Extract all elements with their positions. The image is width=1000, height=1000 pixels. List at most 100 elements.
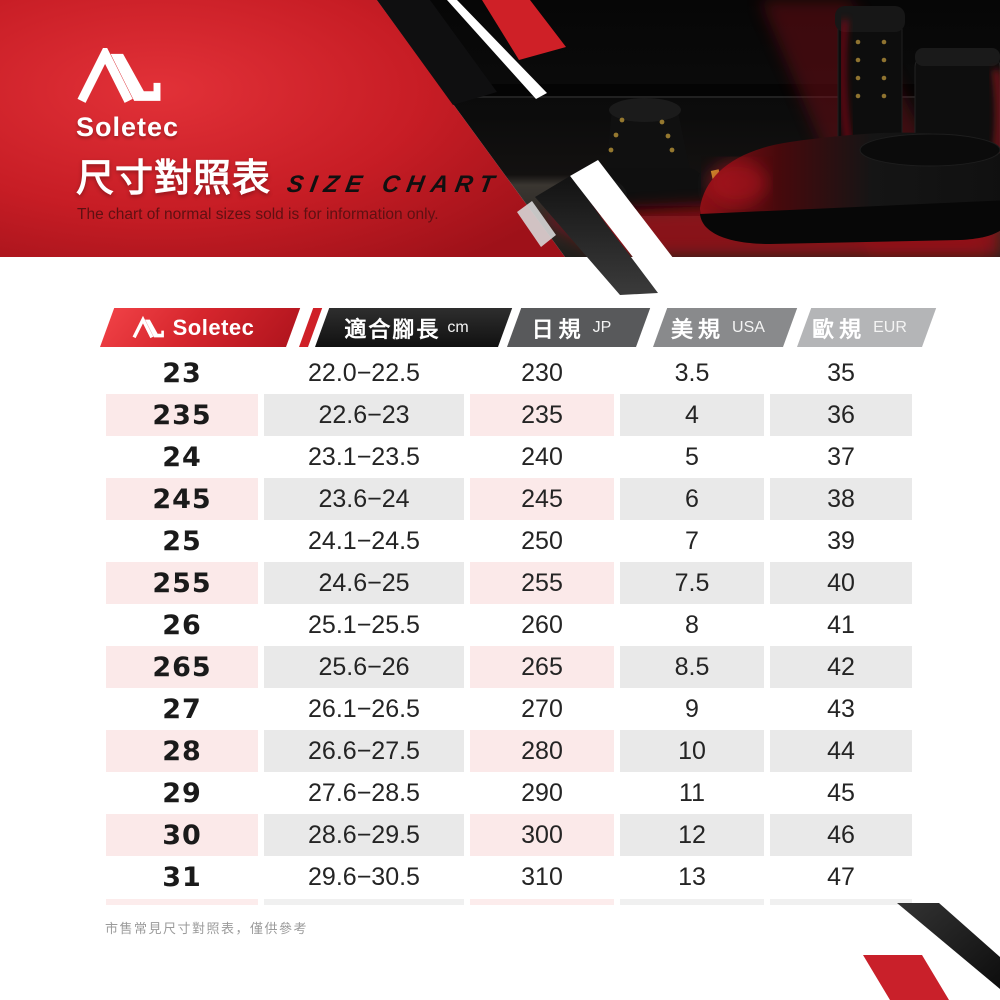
banner-diagonal-stripes [377,0,690,295]
cell-jp: 260 [521,610,563,639]
size-table-header: Soletec 適合腳長 cm 日規 JP 美規 USA 歐規 EUR [0,308,1000,347]
table-row: 31 29.6−30.5 310 13 47 [106,856,912,898]
cell-size: 265 [106,646,258,688]
cell-usa: 3.5 [674,358,710,387]
cell-eur: 44 [770,730,912,772]
page-title-en: SIZE CHART [284,170,504,198]
cell-cm: 26.6−27.5 [264,730,464,772]
cell-cm: 25.6−26 [264,646,464,688]
accent-cell [470,899,614,905]
soletec-logo-mark-icon [77,43,161,103]
table-row: 245 23.6−24 245 6 38 [106,478,912,520]
cell-eur: 40 [770,562,912,604]
banner: Soletec 尺寸對照表 SIZE CHART The chart of no… [0,0,1000,295]
cell-usa: 10 [620,730,764,772]
table-row: 25 24.1−24.5 250 7 39 [106,520,912,562]
page-subtitle: The chart of normal sizes sold is for in… [77,206,439,223]
cell-usa: 6 [620,478,764,520]
brand-logo: Soletec [76,43,180,143]
cell-usa: 7.5 [620,562,764,604]
cell-eur: 35 [827,358,855,387]
cell-eur: 42 [770,646,912,688]
cell-usa: 9 [685,694,699,723]
accent-cell [620,899,764,905]
page-title-zh: 尺寸對照表 [76,158,272,200]
table-bottom-accent-row [106,899,912,905]
cell-jp: 235 [470,394,614,436]
cell-cm: 26.1−26.5 [308,694,420,723]
table-row: 30 28.6−29.5 300 12 46 [106,814,912,856]
column-header-cm-zh: 適合腳長 [344,316,441,342]
cell-jp: 310 [521,862,563,891]
cell-usa: 13 [678,862,706,891]
cell-eur: 37 [827,442,855,471]
cell-jp: 240 [521,442,563,471]
column-header-usa-en: USA [732,318,765,336]
accent-cell [770,899,912,905]
cell-usa: 12 [620,814,764,856]
column-header-eur-en: EUR [873,318,907,336]
cell-size: 27 [162,693,202,725]
cell-jp: 280 [470,730,614,772]
cell-cm: 28.6−29.5 [264,814,464,856]
cell-cm: 23.1−23.5 [308,442,420,471]
column-header-jp-zh: 日規 [531,316,586,342]
column-header-brand: Soletec [100,308,301,347]
cell-size: 235 [106,394,258,436]
brand-logo-text: Soletec [76,112,180,142]
banner-art [0,0,1000,295]
table-row: 24 23.1−23.5 240 5 37 [106,436,912,478]
table-row: 265 25.6−26 265 8.5 42 [106,646,912,688]
table-row: 255 24.6−25 255 7.5 40 [106,562,912,604]
cell-jp: 265 [470,646,614,688]
cell-cm: 22.6−23 [264,394,464,436]
cell-eur: 39 [827,526,855,555]
column-header-usa: 美規 USA [653,308,798,347]
cell-cm: 22.0−22.5 [308,358,420,387]
cell-usa: 8 [685,610,699,639]
cell-usa: 5 [685,442,699,471]
cell-size: 255 [106,562,258,604]
cell-jp: 300 [470,814,614,856]
cell-cm: 29.6−30.5 [308,862,420,891]
cell-size: 28 [106,730,258,772]
cell-size: 25 [162,525,202,557]
cell-size: 24 [162,441,202,473]
cell-jp: 290 [521,778,563,807]
cell-size: 26 [162,609,202,641]
cell-jp: 270 [521,694,563,723]
cell-usa: 7 [685,526,699,555]
cell-usa: 11 [679,778,705,807]
cell-eur: 41 [827,610,855,639]
accent-cell [264,899,464,905]
corner-decor-stripes [863,903,1000,1000]
cell-eur: 36 [770,394,912,436]
cell-size: 245 [106,478,258,520]
cell-usa: 8.5 [620,646,764,688]
table-row: 29 27.6−28.5 290 11 45 [106,772,912,814]
cell-cm: 25.1−25.5 [308,610,420,639]
column-header-usa-zh: 美規 [671,316,726,342]
column-header-cm-en: cm [447,318,469,336]
table-row: 27 26.1−26.5 270 9 43 [106,688,912,730]
cell-cm: 24.1−24.5 [308,526,420,555]
column-header-jp-en: JP [592,318,612,336]
accent-cell [106,899,258,905]
cell-eur: 38 [770,478,912,520]
table-row: 235 22.6−23 235 4 36 [106,394,912,436]
title-row: 尺寸對照表 SIZE CHART [76,158,504,202]
column-header-eur: 歐規 EUR [797,308,937,347]
cell-size: 30 [106,814,258,856]
cell-size: 31 [162,861,202,893]
cell-cm: 27.6−28.5 [308,778,420,807]
cell-jp: 250 [521,526,563,555]
cell-cm: 24.6−25 [264,562,464,604]
column-header-jp: 日規 JP [507,308,651,347]
cell-jp: 230 [521,358,563,387]
cell-eur: 45 [827,778,855,807]
size-table: 23 22.0−22.5 230 3.5 35 235 22.6−23 235 4 36 24 23.… [106,352,912,898]
footnote: 市售常見尺寸對照表，僅供參考 [105,921,309,936]
cell-size: 29 [162,777,202,809]
cell-jp: 245 [470,478,614,520]
